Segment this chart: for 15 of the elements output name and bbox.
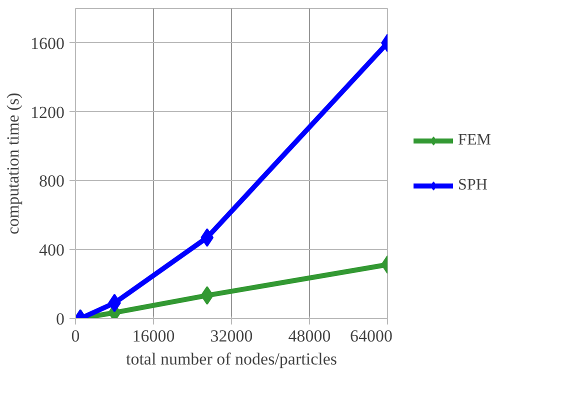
y-tick-label: 800 bbox=[39, 172, 64, 191]
point bbox=[200, 228, 214, 247]
x-axis-title: total number of nodes/particles bbox=[126, 350, 338, 368]
y-tick-label: 1200 bbox=[30, 102, 64, 122]
x-tick-label: 0 bbox=[71, 326, 80, 346]
legend-label: FEM bbox=[458, 132, 491, 150]
x-tick-label: 48000 bbox=[288, 326, 331, 346]
legend-label: SPH bbox=[458, 176, 488, 194]
y-tick-label: 1600 bbox=[30, 34, 64, 53]
y-tick-label: 400 bbox=[39, 240, 64, 260]
y-tick-label: 0 bbox=[56, 310, 64, 328]
x-tick-label: 32000 bbox=[210, 326, 253, 346]
y-axis-title: computation time (s) bbox=[4, 92, 22, 234]
x-tick-label: 16000 bbox=[132, 326, 175, 346]
x-tick-label: 64000 bbox=[350, 326, 392, 346]
